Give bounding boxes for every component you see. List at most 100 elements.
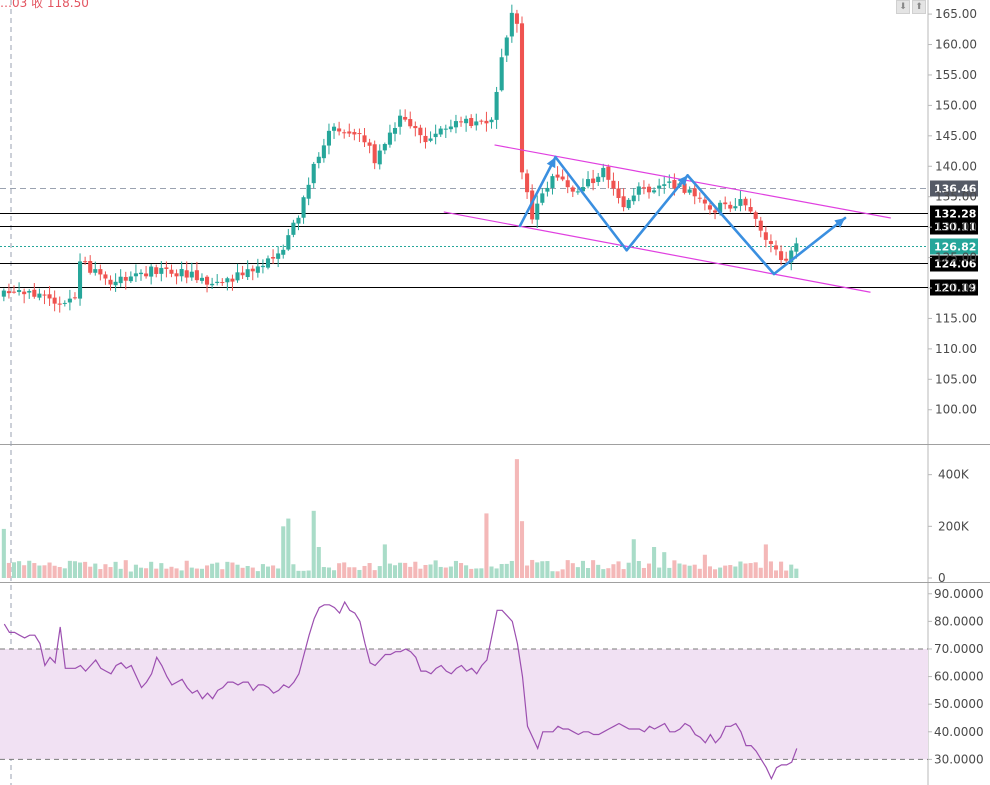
volume-bar xyxy=(225,561,230,578)
projection-arrow-segment[interactable] xyxy=(518,155,557,228)
candle-body xyxy=(464,118,469,124)
volume-bar xyxy=(657,567,662,578)
volume-bar xyxy=(83,561,88,578)
volume-bar xyxy=(763,544,768,578)
volume-bar xyxy=(306,570,311,578)
candle-body xyxy=(138,272,144,275)
candle-body xyxy=(113,281,118,286)
candle-body xyxy=(321,145,326,159)
candle-body xyxy=(67,298,72,303)
volume-bar xyxy=(779,561,784,578)
volume-bar xyxy=(677,563,682,578)
candle-body xyxy=(240,272,245,276)
candle-body xyxy=(586,179,591,187)
candle-body xyxy=(326,130,331,146)
candle-body xyxy=(611,180,616,189)
candle-body xyxy=(306,184,311,199)
volume-bar xyxy=(514,459,519,578)
volume-bar xyxy=(57,566,62,578)
volume-bar xyxy=(453,560,458,578)
volume-bar xyxy=(62,568,67,578)
candle-body xyxy=(758,220,763,231)
candle-body xyxy=(194,270,199,281)
candle-body xyxy=(636,186,641,195)
volume-bar xyxy=(403,562,408,578)
volume-bar xyxy=(301,570,306,578)
price-tick-label: 160.00 xyxy=(935,38,977,52)
candle-body xyxy=(525,173,530,193)
volume-bar xyxy=(128,571,133,578)
volume-bar xyxy=(342,562,347,578)
candle-body xyxy=(763,232,768,240)
candle-body xyxy=(255,266,260,273)
volume-bar xyxy=(626,562,631,578)
projection-arrow-segment[interactable] xyxy=(554,155,628,252)
volume-bar xyxy=(164,568,169,578)
candle-body xyxy=(32,289,37,297)
volume-bar xyxy=(235,564,240,578)
candle-body xyxy=(337,128,342,132)
volume-bar xyxy=(535,562,540,578)
volume-bar xyxy=(499,564,504,578)
volume-bar xyxy=(215,562,220,578)
candle-body xyxy=(504,37,509,56)
candle-body xyxy=(652,190,657,193)
candle-body xyxy=(265,258,271,268)
volume-bar xyxy=(47,562,52,578)
volume-bar xyxy=(32,563,37,578)
price-tick-label: 105.00 xyxy=(935,372,977,386)
volume-bar xyxy=(586,567,591,578)
channel-line[interactable] xyxy=(443,211,871,293)
volume-bar xyxy=(540,561,545,578)
candle-body xyxy=(179,269,184,277)
candle-body xyxy=(514,13,519,24)
projection-arrow-segment[interactable] xyxy=(686,174,776,276)
price-tick-label: 140.00 xyxy=(935,159,977,173)
candle-body xyxy=(723,202,728,205)
candle-body xyxy=(27,290,32,293)
candle-body xyxy=(596,176,601,183)
price-tick-label: 110.00 xyxy=(935,342,977,356)
candle-body xyxy=(748,207,753,212)
volume-bar xyxy=(646,563,652,578)
candle-body xyxy=(616,188,621,199)
candle-body xyxy=(235,272,240,281)
level-price-label: 120.19 xyxy=(934,282,976,295)
candle-body xyxy=(276,253,281,259)
price-legend: …03 收 118.50 xyxy=(0,0,89,10)
price-tick-label: 155.00 xyxy=(935,68,977,82)
volume-bar xyxy=(707,566,712,578)
arrow-up-icon[interactable]: ⬆ xyxy=(912,0,926,14)
arrow-head xyxy=(834,218,846,228)
volume-bar xyxy=(159,563,164,578)
level-price-label: 136.46 xyxy=(934,183,977,196)
candle-body xyxy=(83,261,88,263)
arrow-down-icon[interactable]: ⬇ xyxy=(896,0,910,14)
volume-bar xyxy=(509,560,514,578)
candle-body xyxy=(479,120,484,122)
volume-bar xyxy=(88,566,93,578)
rsi-tick-label: 90.0000 xyxy=(934,587,984,601)
volume-bar xyxy=(321,567,326,578)
volume-bar xyxy=(616,561,621,578)
volume-bar xyxy=(652,546,657,578)
volume-bar xyxy=(326,567,331,578)
volume-bar xyxy=(530,559,535,578)
volume-bar xyxy=(123,560,128,578)
candle-body xyxy=(311,163,316,184)
candle-body xyxy=(672,180,677,189)
candle-body xyxy=(1,290,6,297)
candle-body xyxy=(199,277,204,281)
candle-body xyxy=(357,133,362,135)
candle-body xyxy=(535,203,540,220)
volume-bar xyxy=(743,563,748,578)
projection-arrow-segment[interactable] xyxy=(625,174,689,252)
projection-arrow-segment[interactable] xyxy=(772,216,847,276)
candle-body xyxy=(11,291,17,293)
volume-bar xyxy=(692,564,697,578)
volume-bar xyxy=(479,568,484,578)
candle-body xyxy=(169,269,174,274)
volume-bar xyxy=(794,568,799,578)
volume-bar xyxy=(631,539,636,578)
